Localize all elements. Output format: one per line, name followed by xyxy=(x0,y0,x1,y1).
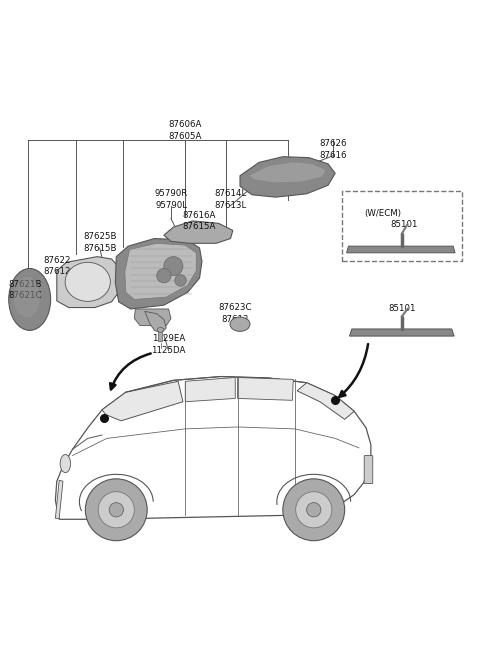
Circle shape xyxy=(175,275,186,286)
Text: 85101: 85101 xyxy=(390,220,418,229)
Ellipse shape xyxy=(9,268,50,331)
Polygon shape xyxy=(102,381,183,420)
Polygon shape xyxy=(349,329,454,336)
Text: 1129EA
1125DA: 1129EA 1125DA xyxy=(151,335,186,355)
FancyBboxPatch shape xyxy=(342,191,462,261)
Polygon shape xyxy=(238,377,293,400)
Text: 85101: 85101 xyxy=(388,304,416,314)
Polygon shape xyxy=(347,246,455,253)
Text: 87616A
87615A: 87616A 87615A xyxy=(183,211,216,231)
Ellipse shape xyxy=(157,327,164,333)
Polygon shape xyxy=(297,382,354,419)
Polygon shape xyxy=(55,377,371,520)
Text: 87606A
87605A: 87606A 87605A xyxy=(168,120,202,141)
Text: 87622
87612: 87622 87612 xyxy=(43,256,71,276)
Polygon shape xyxy=(57,256,119,308)
Ellipse shape xyxy=(14,277,40,318)
Circle shape xyxy=(157,268,171,283)
Polygon shape xyxy=(145,312,166,333)
FancyBboxPatch shape xyxy=(364,455,373,483)
Text: (W/ECM): (W/ECM) xyxy=(364,209,401,218)
Text: 87614L
87613L: 87614L 87613L xyxy=(215,190,247,210)
Text: 87625B
87615B: 87625B 87615B xyxy=(83,232,116,253)
Text: 87621B
87621C: 87621B 87621C xyxy=(8,279,42,300)
Circle shape xyxy=(283,479,345,541)
Polygon shape xyxy=(164,221,233,243)
Text: 87623C
87613: 87623C 87613 xyxy=(218,304,252,324)
Ellipse shape xyxy=(60,455,71,473)
Circle shape xyxy=(307,502,321,517)
Polygon shape xyxy=(240,157,335,197)
Circle shape xyxy=(164,256,183,276)
Circle shape xyxy=(85,479,147,541)
Polygon shape xyxy=(125,243,196,299)
Polygon shape xyxy=(55,480,63,518)
Polygon shape xyxy=(115,239,202,309)
Circle shape xyxy=(296,492,332,528)
Circle shape xyxy=(109,502,123,517)
Ellipse shape xyxy=(65,262,110,301)
Polygon shape xyxy=(185,377,235,401)
Text: 87626
87616: 87626 87616 xyxy=(319,139,347,160)
Polygon shape xyxy=(134,309,171,325)
Ellipse shape xyxy=(230,317,250,331)
Polygon shape xyxy=(250,163,325,182)
Text: 95790R
95790L: 95790R 95790L xyxy=(155,190,188,210)
FancyBboxPatch shape xyxy=(158,331,162,342)
Circle shape xyxy=(98,492,134,528)
